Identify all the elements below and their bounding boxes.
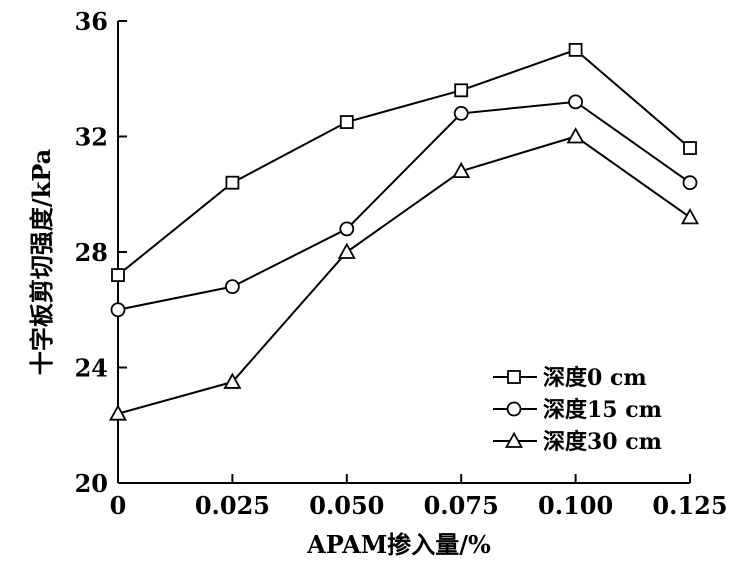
legend-marker-circle bbox=[506, 401, 522, 417]
y-tick-label: 24 bbox=[75, 354, 108, 383]
data-point-triangle bbox=[680, 207, 700, 225]
series-2 bbox=[108, 127, 700, 421]
series-line bbox=[117, 48, 691, 276]
data-point-triangle bbox=[108, 404, 128, 421]
x-tick-label: 0.025 bbox=[195, 491, 270, 520]
series-1 bbox=[110, 94, 698, 318]
data-point-square bbox=[225, 175, 240, 190]
series-layer bbox=[108, 42, 700, 421]
y-tick-label: 36 bbox=[75, 7, 108, 36]
data-point-square bbox=[339, 115, 354, 129]
legend-label: 深度0 cm bbox=[543, 365, 647, 391]
x-tick-label: 0 bbox=[110, 491, 127, 520]
legend-label: 深度30 cm bbox=[543, 429, 662, 455]
legend-marker-square bbox=[507, 370, 521, 384]
data-point-circle bbox=[224, 279, 240, 295]
y-tick-label: 20 bbox=[75, 469, 108, 498]
x-tick-label: 0.075 bbox=[424, 491, 499, 520]
legend-item: 深度15 cm bbox=[493, 397, 662, 423]
data-point-square bbox=[454, 83, 469, 98]
data-point-triangle bbox=[223, 372, 242, 389]
data-point-circle bbox=[339, 221, 355, 237]
data-point-circle bbox=[682, 175, 698, 191]
data-point-triangle bbox=[566, 127, 585, 144]
data-point-circle bbox=[568, 94, 583, 110]
legend-marker-triangle bbox=[504, 431, 524, 448]
data-point-square bbox=[111, 268, 125, 283]
y-ticks: 20 24 28 32 36 bbox=[75, 7, 127, 498]
data-point-square bbox=[568, 42, 583, 57]
legend: 深度0 cm 深度15 cm 深度30 cm bbox=[493, 365, 662, 455]
x-tick-label: 0.100 bbox=[538, 491, 613, 520]
data-point-square bbox=[683, 141, 697, 155]
data-point-circle bbox=[110, 302, 126, 318]
legend-item: 深度30 cm bbox=[493, 429, 662, 455]
data-point-circle bbox=[453, 106, 469, 121]
series-0 bbox=[111, 42, 697, 283]
y-tick-label: 32 bbox=[75, 123, 108, 152]
x-tick-label: 0.050 bbox=[309, 491, 384, 520]
legend-item: 深度0 cm bbox=[493, 365, 647, 391]
data-point-triangle bbox=[337, 242, 356, 259]
series-line bbox=[117, 135, 691, 415]
y-tick-label: 28 bbox=[75, 238, 108, 267]
legend-label: 深度15 cm bbox=[543, 397, 662, 423]
data-point-triangle bbox=[452, 161, 471, 179]
x-ticks: 0 0.025 0.050 0.075 0.100 0.125 bbox=[110, 474, 728, 520]
y-axis-title: 十字板剪切强度/kPa bbox=[27, 149, 56, 375]
x-tick-label: 0.125 bbox=[652, 491, 727, 520]
series-line bbox=[117, 100, 691, 311]
x-axis-title: APAM掺入量/% bbox=[306, 530, 491, 559]
